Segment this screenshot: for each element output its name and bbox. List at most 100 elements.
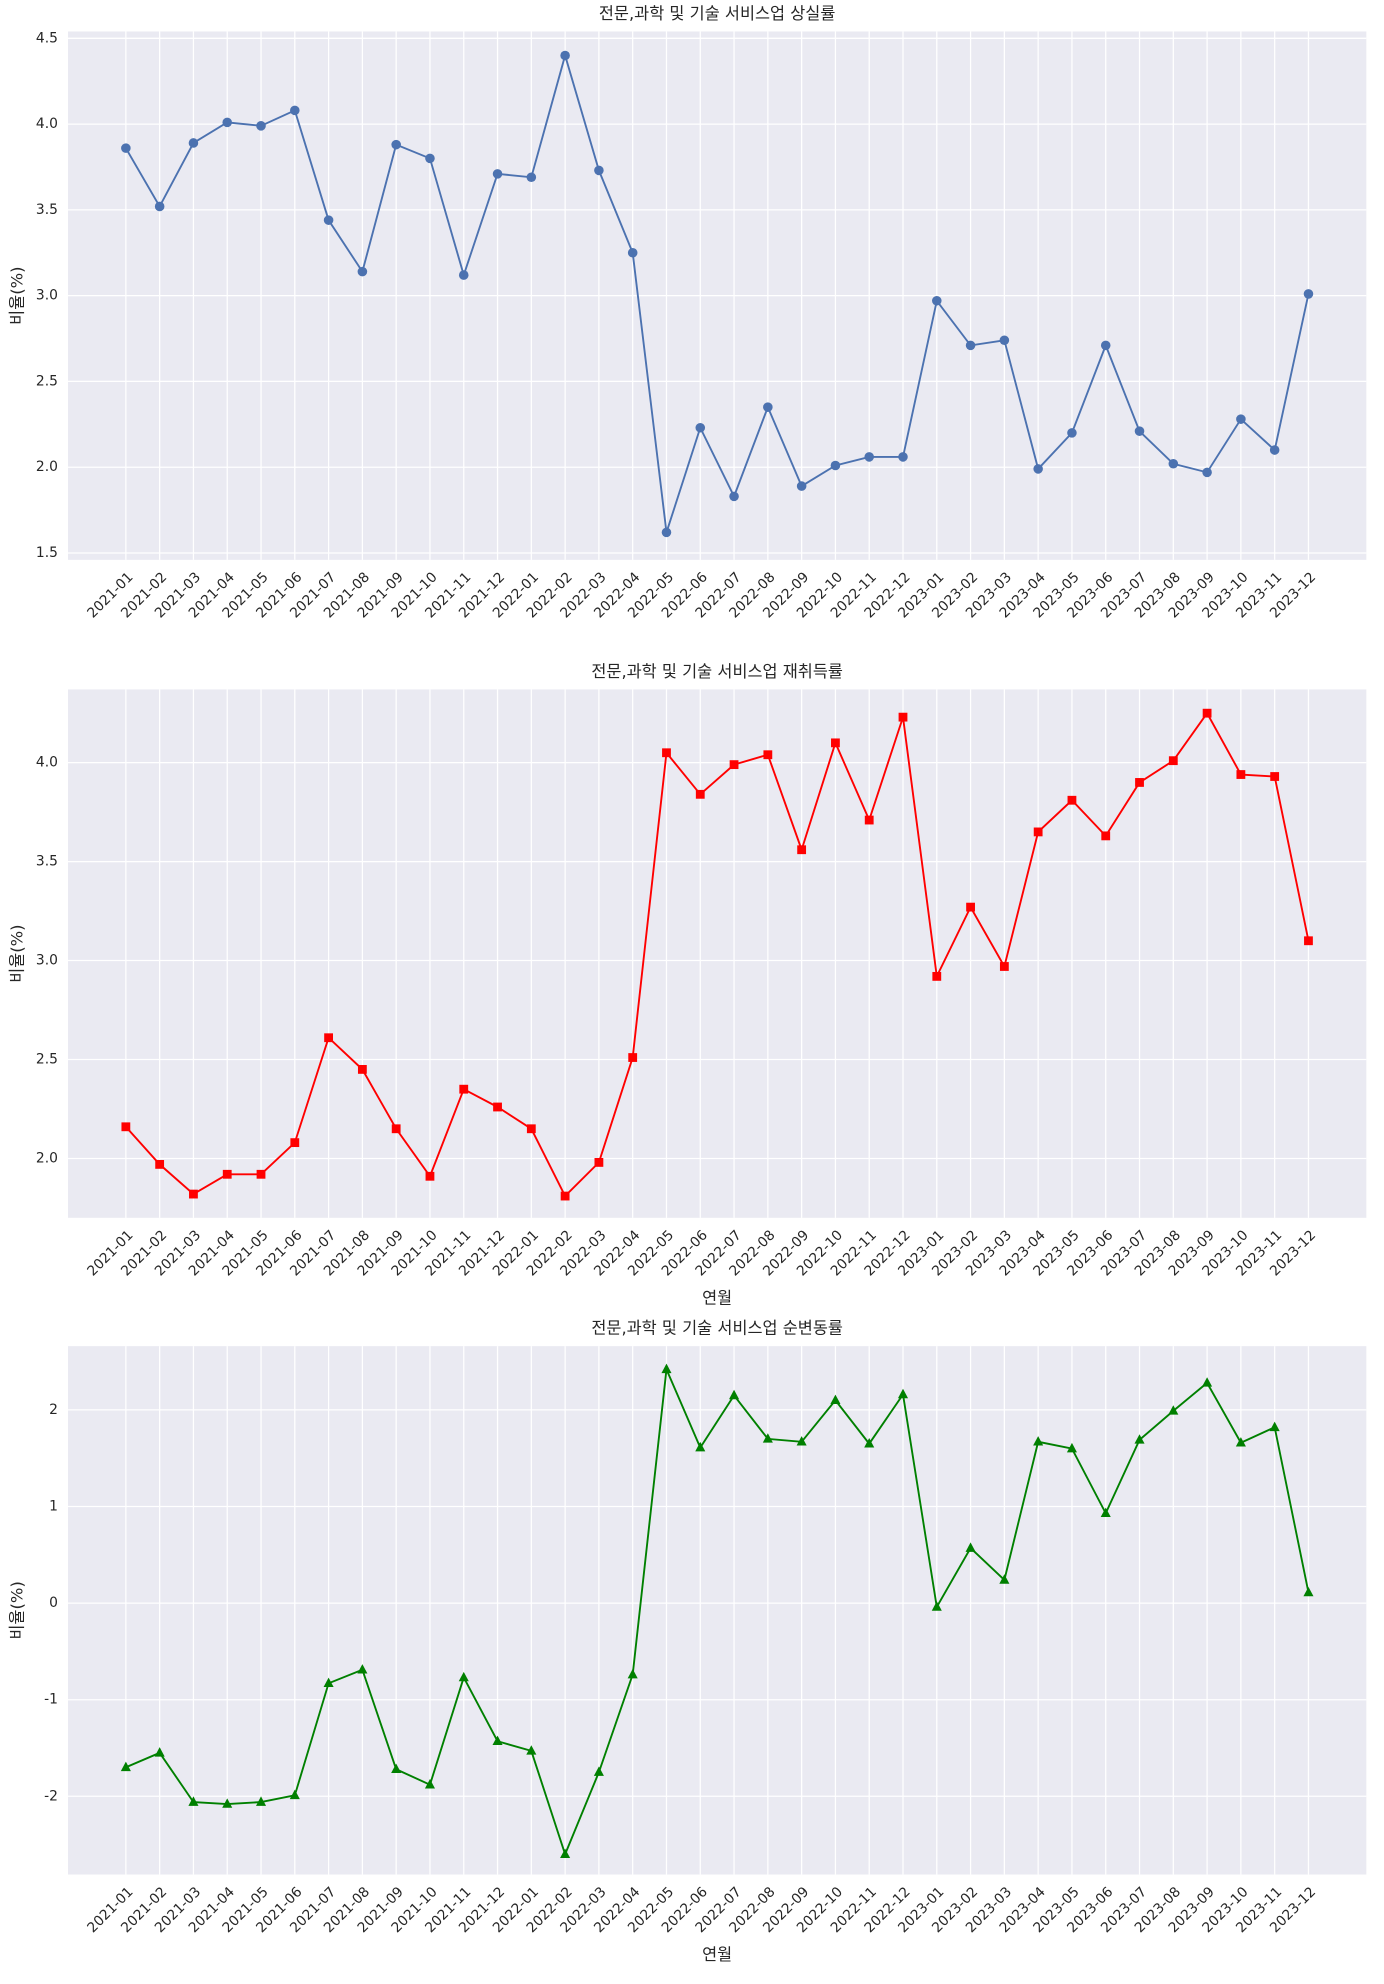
- marker: [526, 172, 537, 183]
- marker: [931, 1601, 942, 1611]
- marker: [154, 1747, 165, 1757]
- marker: [763, 402, 773, 412]
- x-axis-label: 연월: [702, 1945, 732, 1964]
- marker: [222, 1169, 232, 1179]
- marker: [1100, 340, 1111, 351]
- marker: [999, 335, 1010, 346]
- line: [125, 1365, 1310, 1857]
- marker: [594, 1158, 604, 1167]
- marker: [796, 481, 807, 491]
- y-tick-label: 1.5: [36, 545, 58, 561]
- marker: [1067, 428, 1077, 438]
- marker: [1303, 1586, 1314, 1597]
- y-tick-label: 2.0: [36, 1150, 58, 1166]
- marker: [121, 143, 131, 153]
- marker: [1067, 795, 1077, 805]
- marker: [864, 1438, 875, 1448]
- marker: [357, 266, 368, 277]
- marker: [188, 138, 199, 148]
- marker: [526, 1745, 537, 1755]
- marker: [121, 1122, 131, 1132]
- marker: [492, 1735, 503, 1746]
- marker: [357, 1064, 367, 1074]
- marker: [932, 971, 942, 981]
- marker: [255, 1796, 267, 1806]
- marker: [256, 1169, 266, 1179]
- marker: [729, 1389, 740, 1400]
- y-tick-label: 3.0: [36, 288, 58, 304]
- marker: [1135, 778, 1144, 787]
- marker: [898, 712, 908, 722]
- chart: 2021-012021-022021-032021-042021-052021-…: [8, 662, 1367, 1307]
- marker: [323, 1677, 334, 1688]
- marker: [1270, 772, 1280, 781]
- y-axis-label: 비율(%): [8, 1581, 27, 1639]
- marker: [965, 1542, 976, 1552]
- y-tick-label: 4.0: [36, 116, 58, 132]
- marker: [391, 1763, 402, 1774]
- marker: [763, 750, 773, 760]
- marker: [729, 491, 739, 502]
- y-tick-label: 4.5: [36, 30, 58, 46]
- chart-title: 전문,과학 및 기술 서비스업 상실률: [599, 4, 835, 23]
- marker: [999, 1574, 1010, 1584]
- marker: [1269, 1421, 1280, 1432]
- plot-area: [67, 1346, 1367, 1875]
- y-tick-label: -2: [44, 1788, 58, 1804]
- marker: [966, 902, 975, 912]
- marker: [1235, 1437, 1246, 1447]
- marker: [1304, 936, 1313, 946]
- marker: [729, 760, 739, 770]
- marker: [424, 1779, 435, 1789]
- marker: [864, 452, 874, 462]
- marker: [897, 1388, 909, 1399]
- plot-area: [67, 689, 1367, 1218]
- marker: [1100, 1507, 1111, 1518]
- marker: [526, 1124, 536, 1134]
- marker: [593, 1766, 604, 1776]
- y-tick-label: 2.5: [36, 1052, 58, 1068]
- y-tick-label: 0: [49, 1595, 58, 1611]
- marker: [256, 121, 266, 131]
- marker: [1168, 458, 1179, 469]
- marker: [1168, 1405, 1179, 1415]
- marker: [1033, 1436, 1044, 1446]
- marker: [628, 1053, 638, 1062]
- y-tick-label: 2.5: [36, 373, 58, 389]
- marker: [797, 845, 807, 855]
- marker: [1168, 756, 1178, 766]
- marker: [1101, 831, 1111, 841]
- line: [125, 711, 1310, 1198]
- marker: [459, 1084, 469, 1094]
- marker: [830, 460, 841, 471]
- marker: [560, 1191, 570, 1201]
- marker: [999, 962, 1009, 971]
- marker: [1134, 426, 1145, 436]
- marker: [662, 748, 671, 758]
- marker: [864, 815, 874, 825]
- marker: [189, 1189, 198, 1199]
- marker: [425, 1171, 435, 1181]
- y-tick-label: 3.0: [36, 953, 58, 969]
- marker: [1236, 414, 1246, 424]
- y-tick-label: 2: [49, 1402, 58, 1418]
- marker: [357, 1664, 368, 1674]
- y-tick-label: -1: [44, 1692, 58, 1708]
- line: [125, 52, 1310, 533]
- marker: [965, 340, 976, 351]
- chart: 2021-012021-022021-032021-042021-052021-…: [8, 1319, 1367, 1964]
- marker: [1066, 1442, 1077, 1453]
- marker: [661, 1363, 672, 1374]
- marker: [188, 1796, 199, 1806]
- marker: [289, 1789, 300, 1800]
- marker: [762, 1433, 773, 1443]
- marker: [1033, 464, 1043, 474]
- y-axis-label: 비율(%): [8, 266, 27, 324]
- marker: [560, 50, 570, 61]
- marker: [290, 1138, 300, 1148]
- y-tick-label: 1: [49, 1499, 58, 1515]
- marker: [222, 1798, 233, 1808]
- marker: [290, 105, 300, 116]
- marker: [222, 117, 233, 128]
